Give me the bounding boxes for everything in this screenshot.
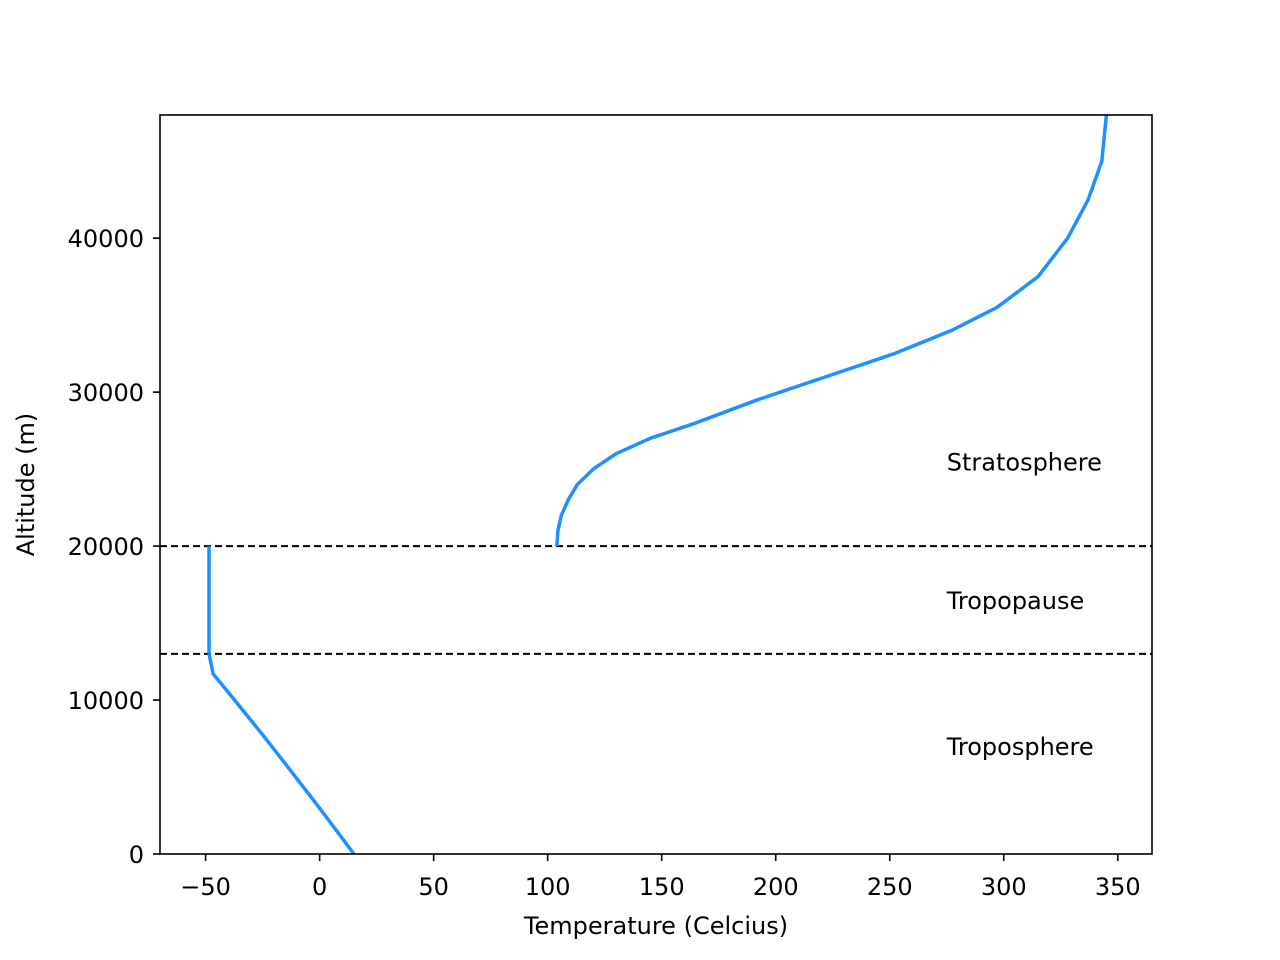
annotation-troposphere: Troposphere — [946, 733, 1094, 761]
y-tick-label: 40000 — [68, 225, 144, 253]
x-tick-label: 200 — [753, 873, 799, 901]
series-line-2 — [555, 114, 1109, 547]
series-line-0 — [207, 653, 356, 856]
y-axis-label: Altitude (m) — [12, 413, 40, 557]
x-tick-label: 300 — [981, 873, 1027, 901]
x-tick-label: 100 — [525, 873, 571, 901]
series-layer — [207, 114, 1109, 856]
plot-frame — [159, 114, 1153, 855]
y-tick-label: 0 — [129, 841, 144, 869]
reference-lines — [160, 545, 1152, 655]
x-tick-label: −50 — [180, 873, 231, 901]
y-tick-label: 30000 — [68, 379, 144, 407]
x-axis-label: Temperature (Celcius) — [523, 912, 788, 940]
annotation-stratosphere: Stratosphere — [947, 448, 1102, 476]
annotation-tropopause: Tropopause — [946, 587, 1084, 615]
x-tick-label: 150 — [639, 873, 685, 901]
y-axis: 0 10000 20000 30000 40000 — [68, 225, 160, 869]
x-tick-label: 50 — [418, 873, 449, 901]
x-tick-label: 250 — [867, 873, 913, 901]
y-tick-label: 20000 — [68, 533, 144, 561]
x-tick-label: 350 — [1095, 873, 1141, 901]
x-tick-label: 0 — [312, 873, 327, 901]
region-annotations: Stratosphere Tropopause Troposphere — [946, 448, 1102, 761]
x-axis: −50 0 50 100 150 200 250 300 350 — [180, 854, 1141, 901]
y-tick-label: 10000 — [68, 687, 144, 715]
